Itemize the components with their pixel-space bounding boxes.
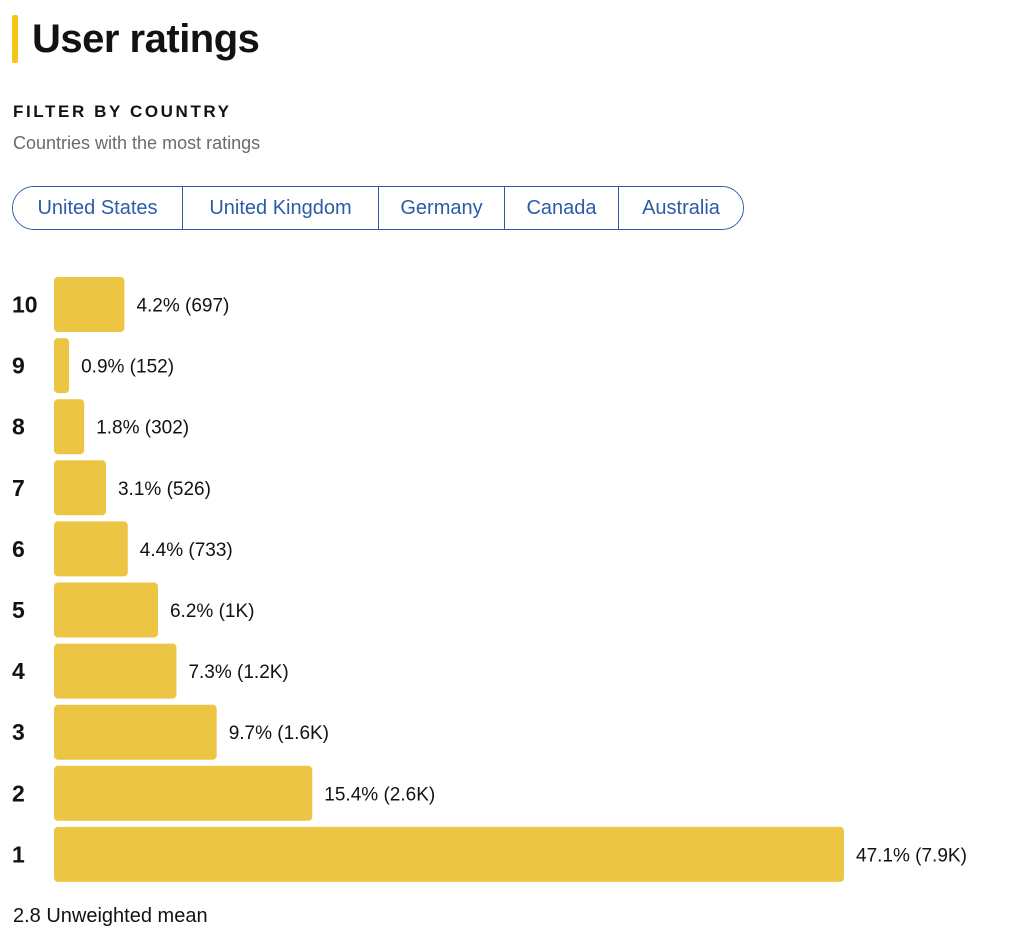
rating-label-7: 7 [12,475,25,501]
ratings-bar-chart: 10 4.2% (697) 9 0.9% (152) 8 1.8% (302) 7 3.1% … [12,277,967,882]
rating-bar-3[interactable] [54,704,217,760]
rating-bar-4[interactable] [54,643,177,699]
rating-bar-9[interactable] [54,338,70,394]
rating-value-label-1: 47.1% (7.9K) [856,845,967,866]
rating-bar-6[interactable] [54,521,128,577]
rating-bar-8[interactable] [54,399,85,455]
country-chip-australia[interactable]: Australia [619,187,743,229]
rating-label-1: 1 [12,841,25,867]
rating-bar-1[interactable] [54,826,844,882]
rating-label-10: 10 [12,292,38,318]
country-filter-group: United States United Kingdom Germany Can… [12,186,744,230]
filter-subtitle: Countries with the most ratings [13,133,261,153]
rating-value-label-3: 9.7% (1.6K) [229,723,329,744]
section-header: User ratings [12,14,260,64]
page-title: User ratings [32,16,260,61]
rating-value-label-10: 4.2% (697) [136,296,229,317]
rating-value-label-5: 6.2% (1K) [170,601,254,622]
rating-bar-7[interactable] [54,460,106,516]
rating-value-label-2: 15.4% (2.6K) [324,784,435,805]
rating-label-4: 4 [12,658,25,684]
rating-label-3: 3 [12,719,25,745]
rating-label-5: 5 [12,597,25,623]
rating-value-label-4: 7.3% (1.2K) [188,662,288,683]
rating-bar-10[interactable] [54,277,125,332]
country-chip-united-kingdom[interactable]: United Kingdom [183,187,379,229]
rating-bar-2[interactable] [54,765,313,821]
rating-value-label-6: 4.4% (733) [140,540,233,561]
rating-label-8: 8 [12,414,25,440]
rating-bar-5[interactable] [54,582,158,638]
unweighted-mean: 2.8 Unweighted mean [13,905,208,927]
rating-value-label-9: 0.9% (152) [81,357,174,378]
accent-bar [12,15,18,63]
country-chip-germany[interactable]: Germany [379,187,505,229]
rating-label-2: 2 [12,780,25,806]
country-chip-united-states[interactable]: United States [13,187,183,229]
rating-value-label-7: 3.1% (526) [118,479,211,500]
filter-heading: FILTER BY COUNTRY [13,102,232,121]
rating-label-6: 6 [12,536,25,562]
rating-label-9: 9 [12,353,25,379]
rating-value-label-8: 1.8% (302) [96,418,189,439]
country-chip-canada[interactable]: Canada [505,187,619,229]
